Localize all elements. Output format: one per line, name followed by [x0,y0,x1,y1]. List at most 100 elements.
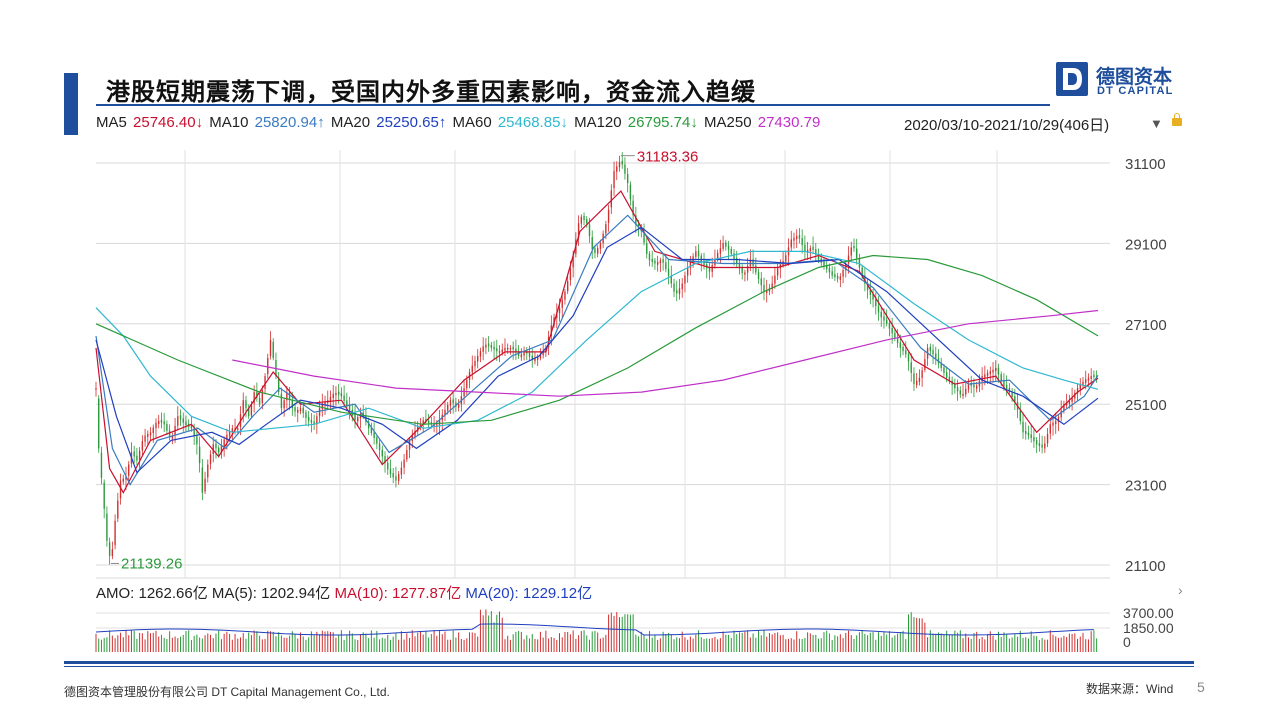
ma-line-ma5 [95,190,1099,494]
candle-body [357,417,359,422]
candle-body [899,342,902,348]
candle-body [834,274,836,278]
candle-body [962,393,964,396]
candle-body [635,215,637,225]
candle-body [463,388,465,397]
candle-body [103,482,105,509]
candle-body [716,253,719,260]
candle-body [307,416,310,422]
candle-body [542,351,544,356]
candle-body [847,255,850,264]
candle-body [395,476,397,481]
candle-body [572,255,574,268]
y-tick-label: 23100 [1125,478,1167,495]
candle-body [719,248,722,254]
candle-body [973,384,975,388]
candle-body [856,248,858,258]
candle-body [209,454,212,465]
candle-body [599,243,602,249]
candle-body [1071,397,1073,402]
candle-body [1003,380,1005,386]
candle-body [586,219,588,224]
candle-body [607,209,610,223]
candle-body [902,346,904,352]
candle-body [313,421,315,425]
candle-body [940,362,942,369]
candle-body [905,350,907,355]
high-label: 31183.36 [637,149,698,166]
candle-body [662,259,664,263]
candle-body [1035,440,1038,445]
candle-body [504,347,506,351]
candle-body [523,352,525,356]
candle-body [163,421,165,425]
candle-body [119,480,122,499]
candle-body [975,385,978,389]
ma-line-ma10 [95,214,1099,486]
candle-body [667,268,670,276]
ma-legend-value: 25820.94↑ [254,114,325,131]
candle-body [695,251,697,257]
candle-body [128,464,130,476]
footer-company: 德图资本管理股份有限公司 DT Capital Management Co., … [64,685,390,699]
candle-body [168,430,171,438]
candle-body [149,432,152,436]
candle-body [986,372,989,376]
candle-body [1055,421,1057,424]
candle-body [482,346,484,352]
candle-body [875,299,877,307]
candle-body [921,370,923,378]
dropdown-triangle-icon[interactable]: ▼ [1150,116,1163,131]
candle-body [812,246,814,250]
candle-body [823,261,825,266]
candle-body [335,392,337,396]
candle-body [697,250,700,257]
candle-body [297,409,299,413]
candle-body [305,412,307,418]
candle-body [403,459,405,468]
candle-body [302,407,304,414]
candle-body [477,355,479,362]
candle-body [141,441,144,451]
candle-body [1052,422,1054,426]
candle-body [166,423,168,431]
candle-body [160,419,163,423]
candle-body [935,353,937,359]
candle-body [493,346,495,350]
candle-body [381,449,383,457]
candle-body [588,224,591,237]
candle-body [877,305,880,313]
candle-body [182,418,184,423]
page-number: 5 [1197,679,1205,695]
candle-body [561,299,563,308]
candle-body [286,392,288,401]
candle-body [95,388,97,390]
candle-body [515,348,517,353]
candle-body [108,542,111,556]
candle-body [1090,376,1092,379]
candle-body [591,237,593,250]
lock-icon[interactable] [1172,113,1182,126]
candle-body [457,404,460,408]
candle-body [836,275,839,279]
candle-body [798,235,801,239]
candle-body [913,373,915,385]
footer-divider [64,661,1194,664]
candle-body [122,478,124,482]
candle-body [891,327,893,334]
candle-body [1030,434,1032,438]
candle-body [866,283,869,291]
candle-body [637,223,640,229]
candle-body [455,402,457,407]
candle-body [501,349,503,353]
candle-body [984,374,986,378]
candle-body [613,171,615,189]
candle-body [318,408,321,417]
candle-body [1079,384,1081,390]
chevron-right-icon[interactable]: › [1178,582,1183,598]
candle-body [348,405,351,411]
candle-body [365,415,367,422]
candle-body [771,283,773,290]
candle-body [643,231,645,243]
date-range[interactable]: 2020/03/10-2021/10/29(406日) [904,117,1110,134]
